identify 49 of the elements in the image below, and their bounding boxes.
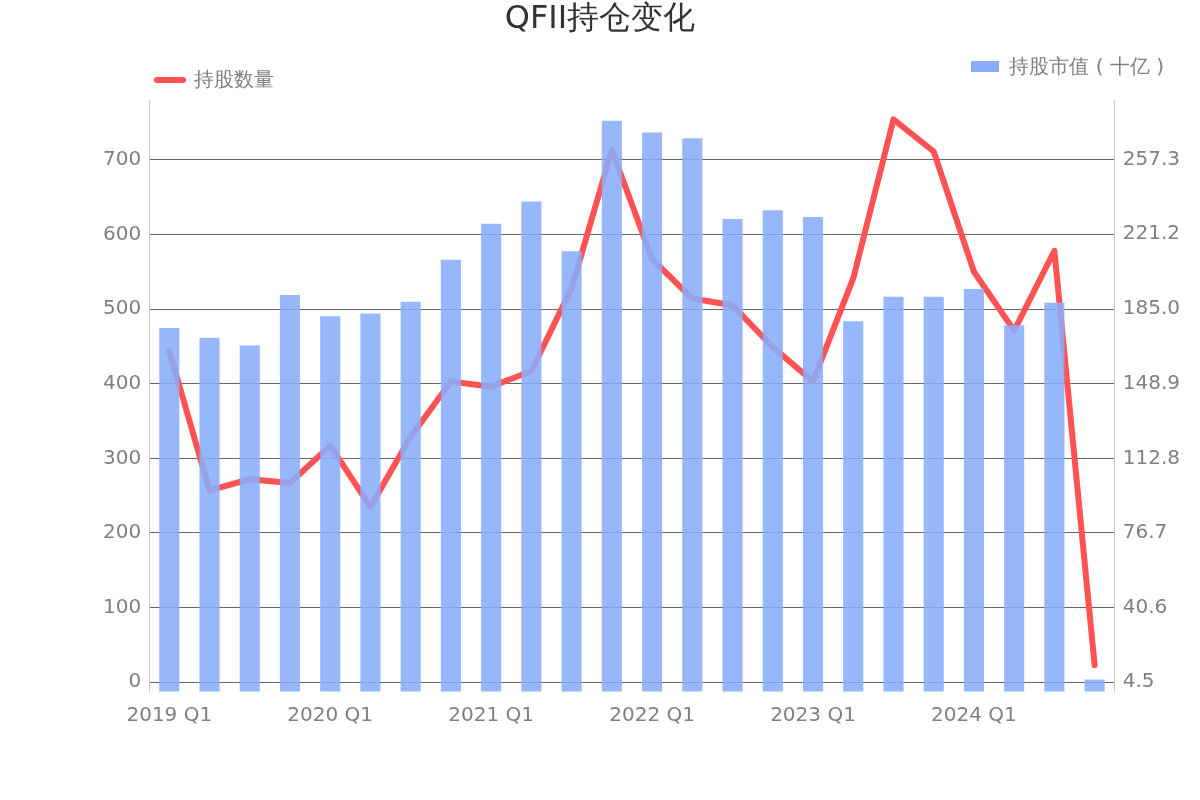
bar — [762, 210, 783, 692]
bar — [199, 337, 220, 692]
bar — [561, 251, 582, 692]
bar — [843, 321, 864, 692]
bar — [963, 288, 984, 692]
bar — [320, 316, 341, 692]
legend-label: 持股数量 — [194, 66, 274, 93]
bar — [239, 345, 260, 692]
y2-tick-label: 40.6 — [1122, 593, 1168, 618]
x-tick-label: 2024 Q1 — [931, 702, 1017, 727]
y-tick-label: 500 — [102, 295, 142, 320]
y-tick-label: 300 — [102, 444, 142, 469]
y-tick-label: 100 — [102, 593, 142, 618]
legend-label: 持股市值 ( 十亿 ) — [1009, 53, 1164, 80]
y2-tick-label: 257.3 — [1122, 145, 1181, 170]
y-tick-label: 700 — [102, 145, 142, 170]
bar — [642, 132, 663, 692]
bar — [1044, 302, 1065, 692]
bar — [682, 138, 703, 692]
bar — [601, 120, 622, 692]
bar — [802, 217, 824, 692]
x-tick-label: 2022 Q1 — [609, 702, 695, 727]
bar — [481, 223, 502, 692]
y-tick-label: 0 — [128, 668, 142, 693]
bar — [400, 301, 421, 692]
y2-tick-label: 185.0 — [1122, 295, 1181, 320]
bar — [440, 259, 461, 692]
chart-title: QFII持仓变化 — [503, 0, 697, 38]
y2-tick-label: 148.9 — [1122, 369, 1181, 394]
x-tick-label: 2021 Q1 — [448, 702, 535, 727]
bar — [1004, 325, 1025, 692]
bar — [360, 313, 381, 692]
bar — [521, 201, 542, 692]
y-tick-label: 200 — [102, 519, 142, 544]
bar — [159, 328, 180, 692]
bar — [883, 296, 904, 692]
x-tick-label: 2020 Q1 — [287, 702, 374, 727]
y-tick-label: 400 — [102, 369, 142, 394]
y2-tick-label: 76.7 — [1122, 519, 1168, 544]
x-tick-label: 2023 Q1 — [770, 702, 856, 727]
y2-tick-label: 4.5 — [1122, 668, 1155, 693]
bar — [923, 296, 944, 692]
y2-tick-label: 112.8 — [1122, 444, 1181, 469]
y2-tick-label: 221.2 — [1122, 220, 1181, 245]
x-tick-label: 2019 Q1 — [126, 702, 213, 727]
bar — [279, 294, 301, 692]
bar — [722, 218, 743, 692]
y-tick-label: 600 — [102, 220, 142, 245]
bar — [1084, 679, 1105, 692]
